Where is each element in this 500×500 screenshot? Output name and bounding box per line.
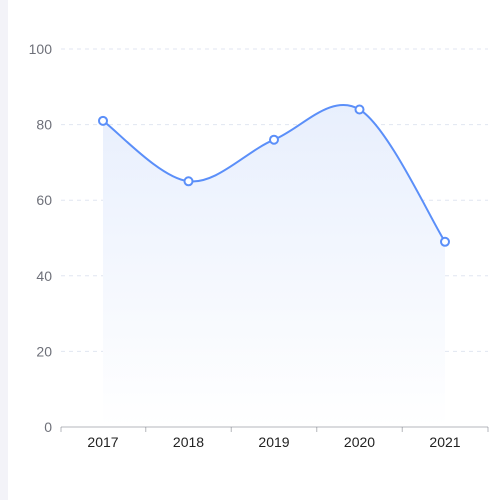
data-point-2020[interactable] <box>354 104 365 115</box>
y-tick-label: 80 <box>36 117 52 133</box>
y-tick-label: 20 <box>36 343 52 359</box>
data-point-2021[interactable] <box>440 236 450 247</box>
y-tick-label: 0 <box>44 419 52 435</box>
x-tick-label: 2021 <box>429 434 460 450</box>
x-tick-label: 2017 <box>87 434 118 450</box>
y-tick-label: 60 <box>36 192 52 208</box>
x-axis-tick-labels: 2017 2018 2019 2020 2021 <box>87 434 460 450</box>
data-point-2018[interactable] <box>183 176 194 187</box>
area-fill <box>103 104 445 427</box>
data-point-2017[interactable] <box>98 115 108 126</box>
data-point-2019[interactable] <box>269 134 279 145</box>
y-axis-tick-labels: 0 20 40 60 80 100 <box>29 41 53 435</box>
x-axis <box>60 426 489 432</box>
series-area <box>103 104 445 427</box>
x-tick-label: 2018 <box>173 434 204 450</box>
y-tick-label: 40 <box>36 268 52 284</box>
data-points <box>98 104 450 247</box>
y-tick-label: 100 <box>29 41 53 57</box>
x-tick-label: 2019 <box>258 434 289 450</box>
left-rail <box>0 0 8 500</box>
x-tick-label: 2020 <box>344 434 375 450</box>
